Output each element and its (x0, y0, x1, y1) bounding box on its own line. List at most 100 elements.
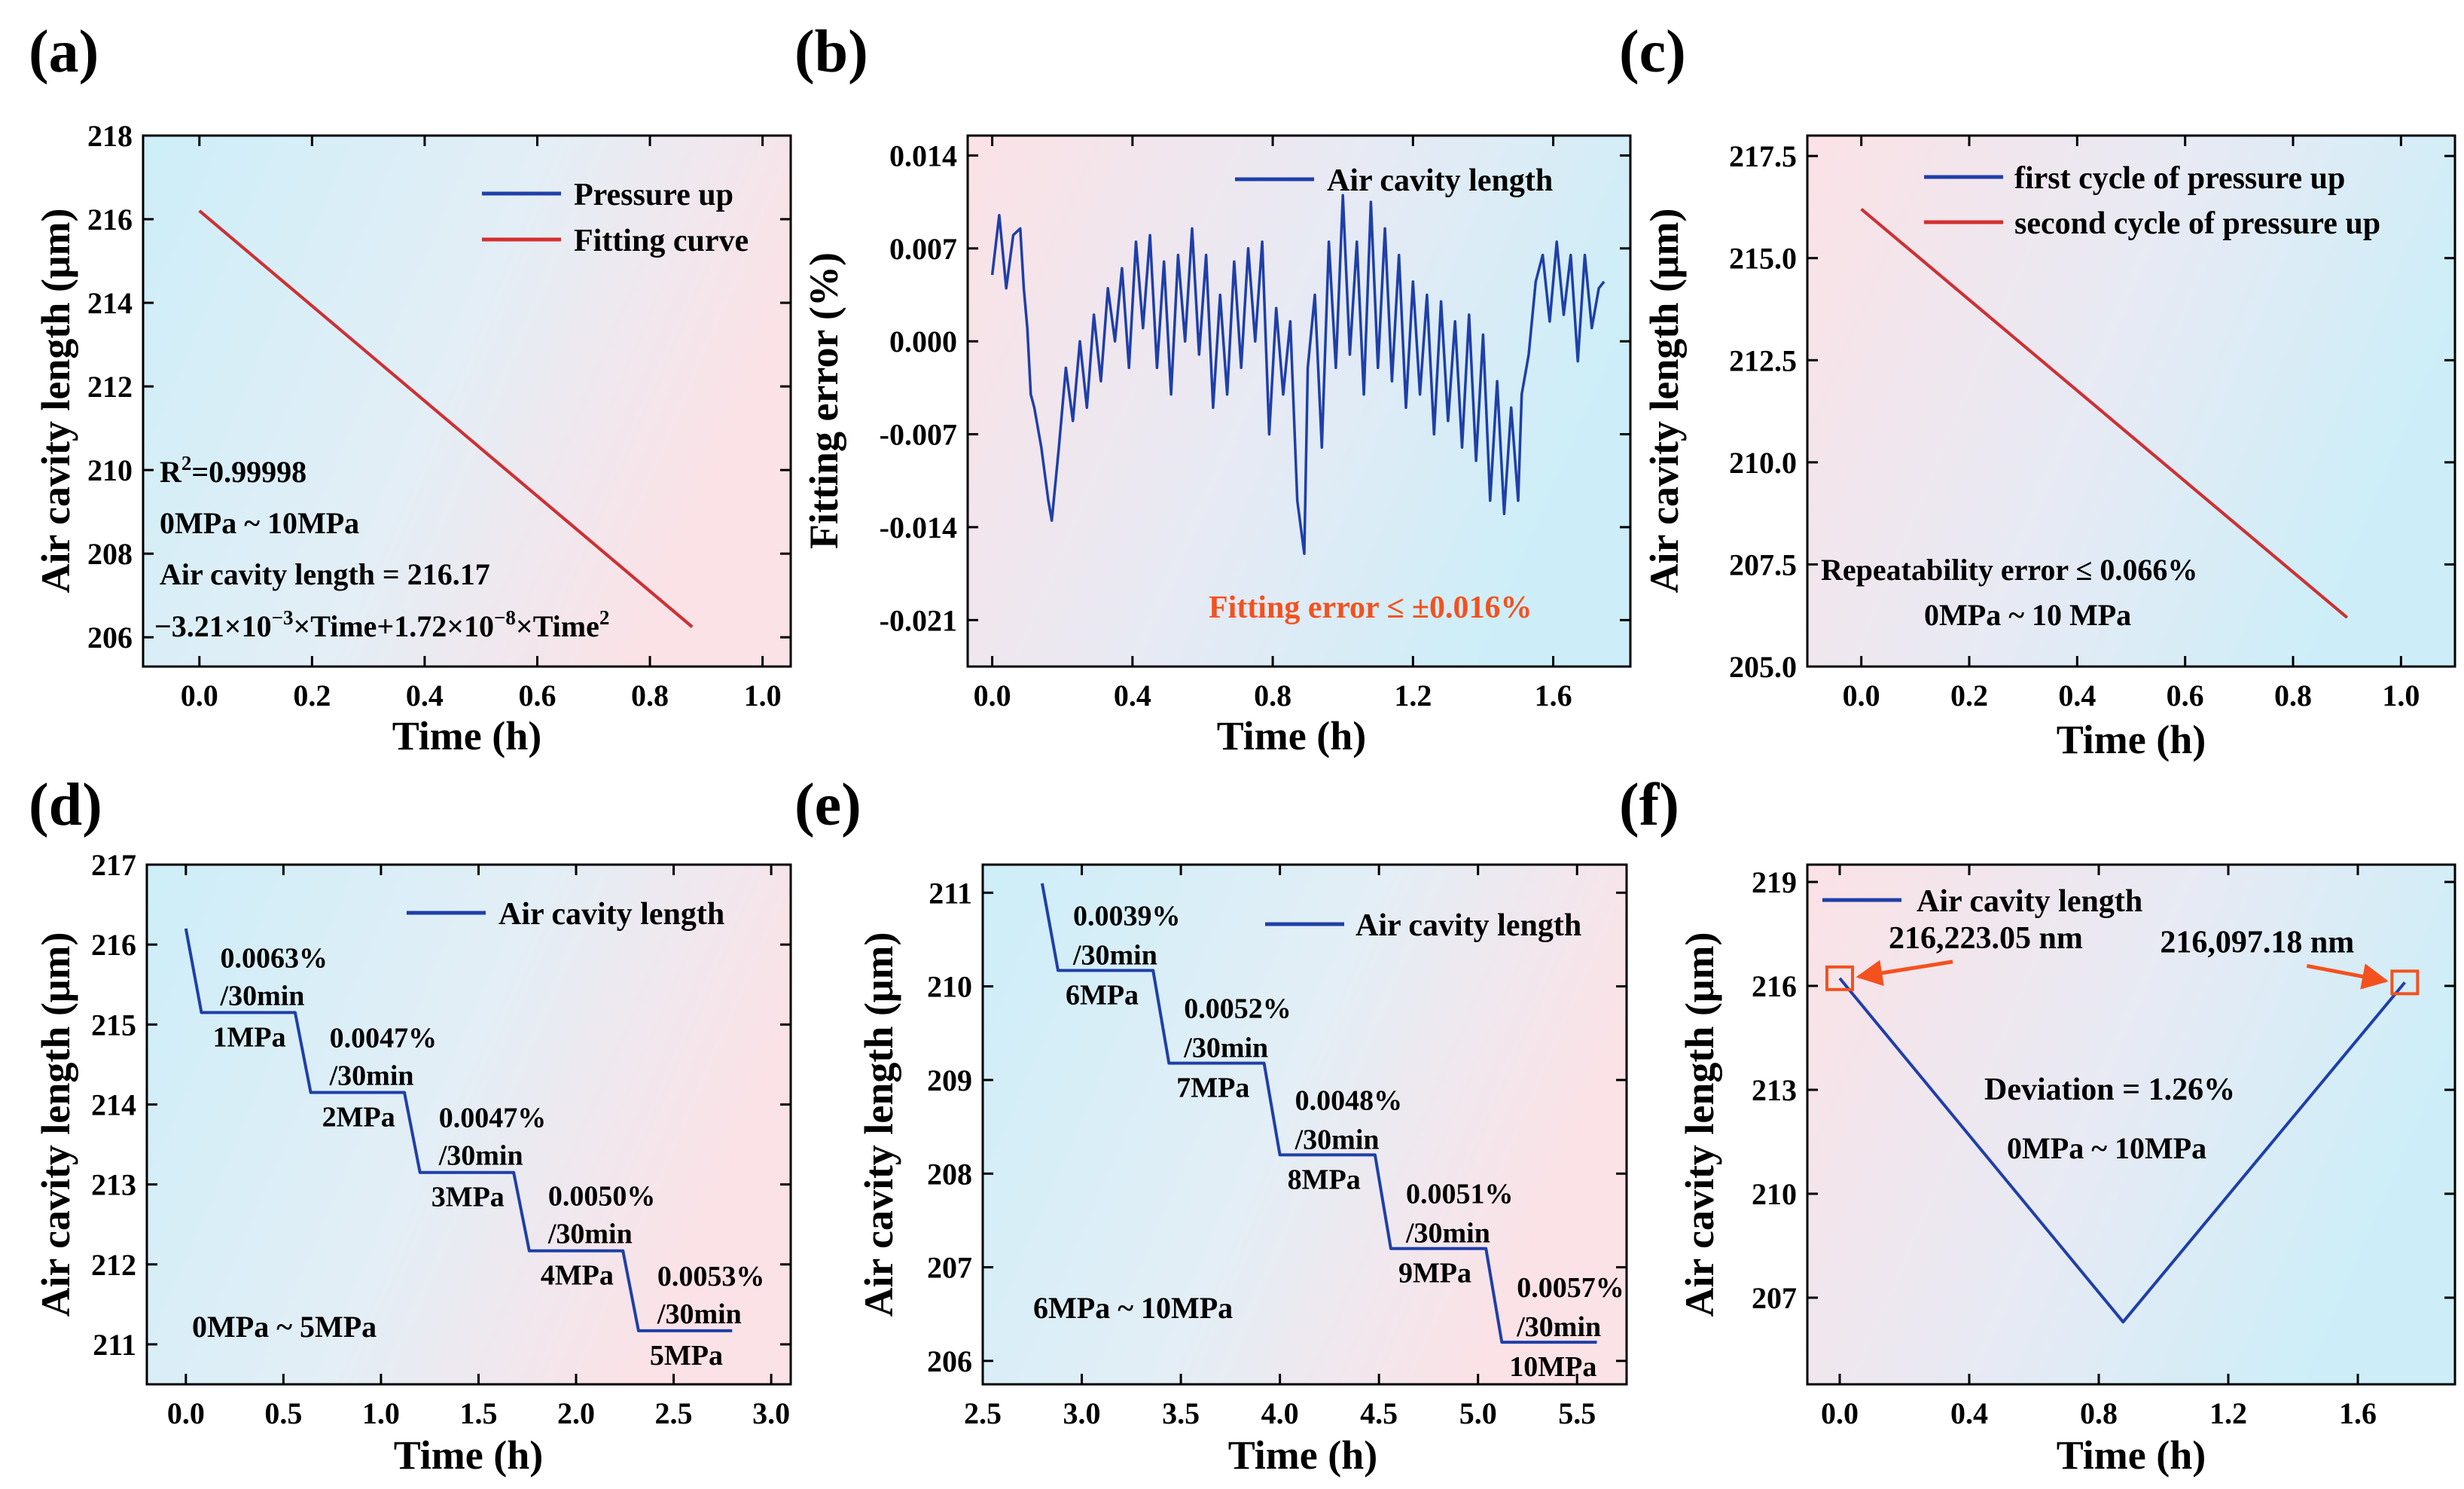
y-tick-label: -0.007 (880, 418, 957, 452)
y-tick-label: 206 (927, 1344, 972, 1378)
step-labels-e: 0.0039% /30min 6MPa 0.0052% /30min 7MPa 0.0048… (1066, 900, 1624, 1383)
panel-label-d: (d) (29, 772, 102, 838)
x-tick-label: 0.2 (293, 679, 331, 712)
y-tick-label: 207.5 (1729, 548, 1797, 581)
y-tick-label: 210.0 (1729, 446, 1797, 480)
step-rate-label: 0.0053% (657, 1261, 765, 1292)
x-tick-label: 1.2 (1394, 679, 1432, 712)
step-period-label: /30min (657, 1298, 742, 1330)
annotation-fit-equation-2: −3.21×10−3×Time+1.72×10−8×Time2 (154, 606, 609, 643)
x-tick-label: 0.0 (181, 679, 218, 712)
xlabel-c: Time (h) (2057, 717, 2206, 762)
y-tick-label: -0.021 (880, 603, 957, 637)
yticks-d: 211 212 213 214 215 216 217 (91, 848, 791, 1362)
step-period-label: /30min (329, 1060, 414, 1092)
step-period-label: /30min (220, 980, 305, 1011)
annotation-fitting-error: Fitting error ≤ ±0.016% (1209, 590, 1532, 625)
legend-label-air-cavity-d: Air cavity length (499, 897, 724, 932)
step-period-label: /30min (547, 1219, 633, 1250)
ylabel-e: Air cavity length (μm) (856, 932, 901, 1317)
panel-label-f: (f) (1619, 772, 1679, 838)
y-tick-label: 0.014 (889, 139, 957, 172)
panel-a: (a) 0.0 0.2 0.4 0.6 0.8 1.0 206 208 210 212 214 21… (29, 19, 792, 758)
panel-c: (c) 0.0 0.2 0.4 0.6 0.8 1.0 205.0 207.5 210.0 21… (1619, 19, 2456, 762)
y-tick-label: 213 (91, 1168, 136, 1202)
ylabel-f: Air cavity length (μm) (1677, 932, 1722, 1317)
annotation-pressure-range-e: 6MPa ~ 10MPa (1033, 1291, 1233, 1325)
step-labels-d: 0.0063% /30min 1MPa 0.0047% /30min 2MPa 0.0047… (213, 942, 765, 1371)
step-period-label: /30min (1405, 1218, 1490, 1249)
x-tick-label: 4.0 (1261, 1396, 1299, 1430)
step-pressure-label: 2MPa (322, 1102, 395, 1134)
step-rate-label: 0.0050% (548, 1181, 656, 1213)
legend-label-fitting-curve: Fitting curve (574, 224, 749, 258)
x-tick-label: 0.6 (518, 679, 556, 712)
x-tick-label: 0.4 (2058, 679, 2096, 712)
y-tick-label: 215 (91, 1008, 136, 1042)
step-rate-label: 0.0057% (1517, 1272, 1624, 1304)
y-tick-label: 207 (1752, 1281, 1797, 1315)
x-tick-label: 0.8 (1254, 679, 1291, 712)
step-rate-label: 0.0052% (1184, 993, 1291, 1025)
x-tick-label: 1.6 (1535, 679, 1572, 712)
series-e (1040, 883, 1597, 1344)
y-tick-label: 211 (93, 1328, 136, 1362)
ylabel-b: Fitting error (%) (801, 252, 846, 549)
x-tick-label: 0.4 (1950, 1396, 1988, 1430)
step-pressure-label: 3MPa (432, 1182, 505, 1213)
legend-b: Air cavity length (1235, 163, 1553, 198)
plot-area-c (1806, 134, 2456, 668)
y-tick-label: 206 (87, 621, 133, 654)
x-tick-label: 1.0 (2382, 679, 2420, 712)
y-tick-label: -0.014 (880, 511, 957, 545)
step-pressure-label: 6MPa (1066, 979, 1139, 1011)
x-tick-label: 0.8 (2080, 1396, 2118, 1430)
y-tick-label: 208 (927, 1157, 972, 1191)
yticks-e: 206 207 208 209 210 211 (927, 876, 1627, 1378)
marker-box (2390, 969, 2420, 996)
step-pressure-label: 4MPa (541, 1260, 614, 1292)
step-rate-label: 0.0039% (1073, 900, 1181, 932)
plot-area-a (142, 134, 792, 668)
yticks-f: 207 210 213 216 219 (1752, 865, 2455, 1315)
y-tick-label: 210 (1752, 1177, 1797, 1211)
step-pressure-label: 9MPa (1398, 1258, 1471, 1289)
step-period-label: /30min (1072, 939, 1157, 971)
x-tick-label: 0.0 (1821, 1396, 1859, 1430)
xlabel-b: Time (h) (1217, 713, 1367, 758)
x-tick-label: 2.0 (557, 1396, 595, 1430)
ylabel-c: Air cavity length (μm) (1642, 208, 1687, 593)
legend-label-second-cycle: second cycle of pressure up (2014, 206, 2380, 241)
step-period-label: /30min (1295, 1124, 1380, 1155)
series-d (184, 928, 733, 1332)
legend-label-air-cavity-e: Air cavity length (1356, 908, 1581, 943)
series-line-1 (1838, 977, 2406, 1324)
yticks-a: 206 208 210 212 214 216 218 (87, 119, 791, 654)
marker-value-label: 216,097.18 nm (2160, 925, 2354, 960)
y-tick-label: 219 (1752, 865, 1797, 899)
legend-a: Pressure up Fitting curve (482, 178, 749, 258)
yticks-b: -0.021 -0.014 -0.007 0.000 0.007 0.014 (880, 139, 1630, 637)
x-tick-label: 0.4 (1114, 679, 1151, 712)
marker-arrow (2306, 963, 2389, 990)
x-tick-label: 3.5 (1162, 1396, 1200, 1430)
legend-f: Air cavity length (1822, 884, 2142, 919)
y-tick-label: 215.0 (1729, 242, 1797, 276)
x-tick-label: 0.0 (1843, 679, 1880, 712)
plot-area-f (1806, 863, 2456, 1386)
ylabel-d: Air cavity length (μm) (33, 932, 78, 1317)
x-tick-label: 0.0 (167, 1396, 205, 1430)
panel-e: (e) 2.5 3.0 3.5 4.0 4.5 5.0 5.5 206 207 208 209 21… (794, 772, 1628, 1478)
x-tick-label: 0.4 (406, 679, 444, 712)
xticks-c: 0.0 0.2 0.4 0.6 0.8 1.0 (1843, 136, 2420, 712)
y-tick-label: 210 (927, 970, 972, 1004)
y-tick-label: 208 (87, 537, 133, 571)
step-period-label: /30min (1516, 1311, 1601, 1343)
x-tick-label: 0.8 (631, 679, 669, 712)
x-tick-label: 5.0 (1459, 1396, 1497, 1430)
annotation-repeatability: Repeatability error ≤ 0.066% (1821, 553, 2197, 587)
legend-c: first cycle of pressure up second cycle … (1924, 161, 2380, 241)
xticks-d: 0.0 0.5 1.0 1.5 2.0 2.5 3.0 (167, 865, 790, 1430)
y-tick-label: 210 (87, 453, 133, 487)
legend-e: Air cavity length (1265, 908, 1581, 943)
